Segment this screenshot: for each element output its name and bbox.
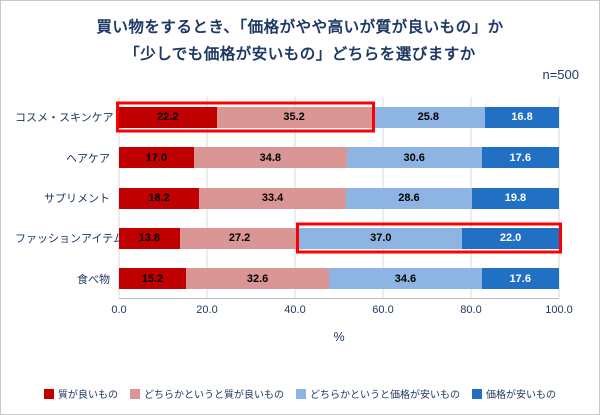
bar-segment: 34.8	[193, 147, 347, 169]
bar-segment: 25.8	[371, 106, 486, 128]
bar-segment: 28.6	[346, 187, 472, 209]
bar-track: 13.8 27.2 37.0 22.0	[119, 218, 562, 258]
x-axis: 0.0 20.0 40.0 60.0 80.0 100.0	[111, 304, 572, 320]
category-label: ヘアケア	[66, 152, 110, 165]
bar-segment: 27.2	[179, 227, 300, 249]
chart-row: サプリメント 18.2 33.4 28.6 19.8	[15, 178, 585, 218]
category-label: 食べ物	[77, 273, 110, 286]
x-tick-label: 80.0	[460, 304, 482, 316]
x-tick-label: 0.0	[111, 304, 127, 316]
legend-swatch	[472, 388, 482, 399]
bar-segment: 30.6	[346, 147, 482, 169]
stacked-bar: 22.2 35.2 25.8 16.8	[119, 106, 559, 128]
category-label: サプリメント	[44, 193, 110, 206]
bar-segment: 17.0	[119, 147, 194, 169]
legend-label: 質が良いもの	[58, 390, 118, 401]
bar-segment: 18.2	[119, 187, 200, 209]
bar-track: 15.2 32.6 34.6 17.6	[119, 259, 559, 299]
stacked-bar: 13.8 27.2 37.0 22.0	[119, 227, 559, 249]
legend-item: 質が良いもの	[44, 386, 118, 401]
stacked-bar: 18.2 33.4 28.6 19.8	[119, 187, 559, 209]
bar-segment: 15.2	[119, 268, 186, 290]
bar-segment: 22.0	[462, 227, 559, 249]
legend-swatch	[296, 388, 306, 399]
bar-segment: 19.8	[471, 187, 559, 209]
legend-swatch	[44, 388, 54, 399]
legend-label: どちらかというと価格が安いもの	[310, 390, 460, 401]
gridline	[558, 97, 560, 298]
plot-area: コスメ・スキンケア 22.2 35.2 25.8 16.8 ヘアケア 17.0 34.8 30.…	[15, 97, 585, 299]
x-tick-label: 40.0	[284, 304, 306, 316]
legend-item: どちらかというと価格が安いもの	[296, 386, 460, 401]
stacked-bar: 15.2 32.6 34.6 17.6	[119, 268, 559, 290]
legend-item: どちらかというと質が良いもの	[130, 386, 284, 401]
stacked-bar-chart: コスメ・スキンケア 22.2 35.2 25.8 16.8 ヘアケア 17.0 34.8 30.…	[15, 97, 585, 344]
bar-segment: 17.6	[481, 268, 559, 290]
bar-segment: 32.6	[185, 268, 330, 290]
bar-segment: 16.8	[485, 106, 559, 128]
stacked-bar: 17.0 34.8 30.6 17.6	[119, 147, 559, 169]
x-tick-label: 60.0	[372, 304, 394, 316]
bar-segment: 13.8	[119, 227, 180, 249]
bar-rows: コスメ・スキンケア 22.2 35.2 25.8 16.8 ヘアケア 17.0 34.8 30.…	[15, 97, 585, 299]
chart-row: コスメ・スキンケア 22.2 35.2 25.8 16.8	[15, 97, 585, 137]
bar-segment: 33.4	[199, 187, 347, 209]
legend-label: どちらかというと質が良いもの	[144, 390, 284, 401]
legend: 質が良いもの どちらかというと質が良いもの どちらかというと価格が安いもの 価格が安い…	[1, 386, 599, 401]
sample-size-label: n=500	[542, 67, 579, 82]
bar-segment: 22.2	[119, 106, 217, 128]
chart-title-line1: 買い物をするとき、「価格がやや高いが質が良いもの」か	[96, 19, 504, 36]
x-axis-unit-label: %	[333, 330, 345, 344]
bar-track: 22.2 35.2 25.8 16.8	[116, 97, 559, 137]
chart-row: 食べ物 15.2 32.6 34.6 17.6	[15, 259, 585, 299]
legend-label: 価格が安いもの	[486, 390, 556, 401]
bar-segment: 34.6	[329, 268, 482, 290]
bar-segment: 35.2	[216, 106, 372, 128]
x-tick-label: 100.0	[545, 304, 573, 316]
category-label: コスメ・スキンケア	[15, 112, 114, 125]
bar-segment: 37.0	[299, 227, 463, 249]
bar-segment: 17.6	[481, 147, 559, 169]
bar-track: 18.2 33.4 28.6 19.8	[119, 178, 559, 218]
x-tick-label: 20.0	[196, 304, 218, 316]
category-label: ファッションアイテム	[15, 233, 124, 246]
chart-title-line2: 「少しでも価格が安いもの」どちらを選びますか	[124, 46, 476, 64]
legend-item: 価格が安いもの	[472, 386, 556, 401]
chart-title: 買い物をするとき、「価格がやや高いが質が良いもの」か 「少しでも価格が安いもの」…	[1, 1, 599, 68]
chart-row: ヘアケア 17.0 34.8 30.6 17.6	[15, 137, 585, 177]
chart-row: ファッションアイテム 13.8 27.2 37.0 22.0	[15, 218, 585, 258]
legend-swatch	[130, 388, 140, 399]
bar-track: 17.0 34.8 30.6 17.6	[119, 137, 559, 177]
